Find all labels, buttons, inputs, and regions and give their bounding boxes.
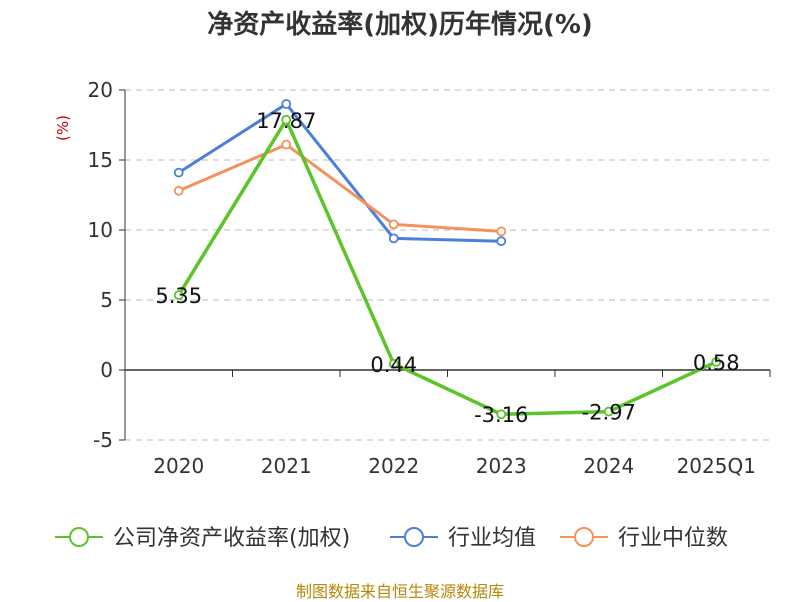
y-tick-label: 20 <box>88 78 113 102</box>
y-tick-label: 15 <box>88 148 113 172</box>
data-label: -2.97 <box>582 401 636 425</box>
grid-layer <box>125 89 770 441</box>
series-point-0 <box>711 356 722 367</box>
series-line-1 <box>177 102 502 243</box>
legend-swatch-marker <box>69 527 89 547</box>
series-point-2 <box>281 139 292 150</box>
series-point-1 <box>388 233 399 244</box>
chart-title: 净资产收益率(加权)历年情况(%) <box>207 10 593 40</box>
series-point-1 <box>281 99 292 109</box>
label-layer: 5.35 17.87 0.44 -3.16 -2.97 0.58 <box>155 109 739 427</box>
legend-label: 行业中位数 <box>618 526 728 551</box>
series-line-2 <box>178 143 502 233</box>
data-label: 0.58 <box>693 351 740 375</box>
data-label: 17.87 <box>256 109 316 133</box>
x-tick-label: 2025Q1 <box>677 454 756 478</box>
series-point-2 <box>388 219 399 230</box>
series-point-2 <box>496 226 507 237</box>
series-layer <box>173 99 722 420</box>
y-tick-label: -5 <box>93 428 113 452</box>
series-point-0 <box>281 114 292 125</box>
y-tick-label: 10 <box>88 218 113 242</box>
x-tick-label: 2023 <box>476 454 527 478</box>
legend-label: 行业均值 <box>448 526 536 551</box>
data-label: 5.35 <box>155 284 202 308</box>
series-point-1 <box>173 167 184 178</box>
x-tick-label: 2024 <box>583 454 634 478</box>
x-tick-label: 2021 <box>261 454 312 478</box>
y-tick-label: 0 <box>100 358 113 382</box>
legend-swatch-marker <box>404 527 424 547</box>
series-point-1 <box>496 236 507 247</box>
data-label: -3.16 <box>474 403 528 427</box>
x-tick-label: 2020 <box>153 454 204 478</box>
legend: 公司净资产收益率(加权) 行业均值 行业中位数 <box>55 526 728 551</box>
series-point-2 <box>173 185 184 196</box>
series-line-0 <box>177 118 717 416</box>
y-tick-label: 5 <box>100 288 113 312</box>
series-point-0 <box>173 290 184 301</box>
x-tick-label: 2022 <box>368 454 419 478</box>
data-label: 0.44 <box>370 353 417 377</box>
series-point-0 <box>496 409 507 420</box>
y-axis-label: (%) <box>54 115 72 141</box>
series-point-0 <box>603 406 614 417</box>
legend-label: 公司净资产收益率(加权) <box>113 526 350 551</box>
source-note: 制图数据来自恒生聚源数据库 <box>295 582 504 601</box>
legend-swatch-marker <box>574 527 594 547</box>
series-point-0 <box>388 358 399 369</box>
